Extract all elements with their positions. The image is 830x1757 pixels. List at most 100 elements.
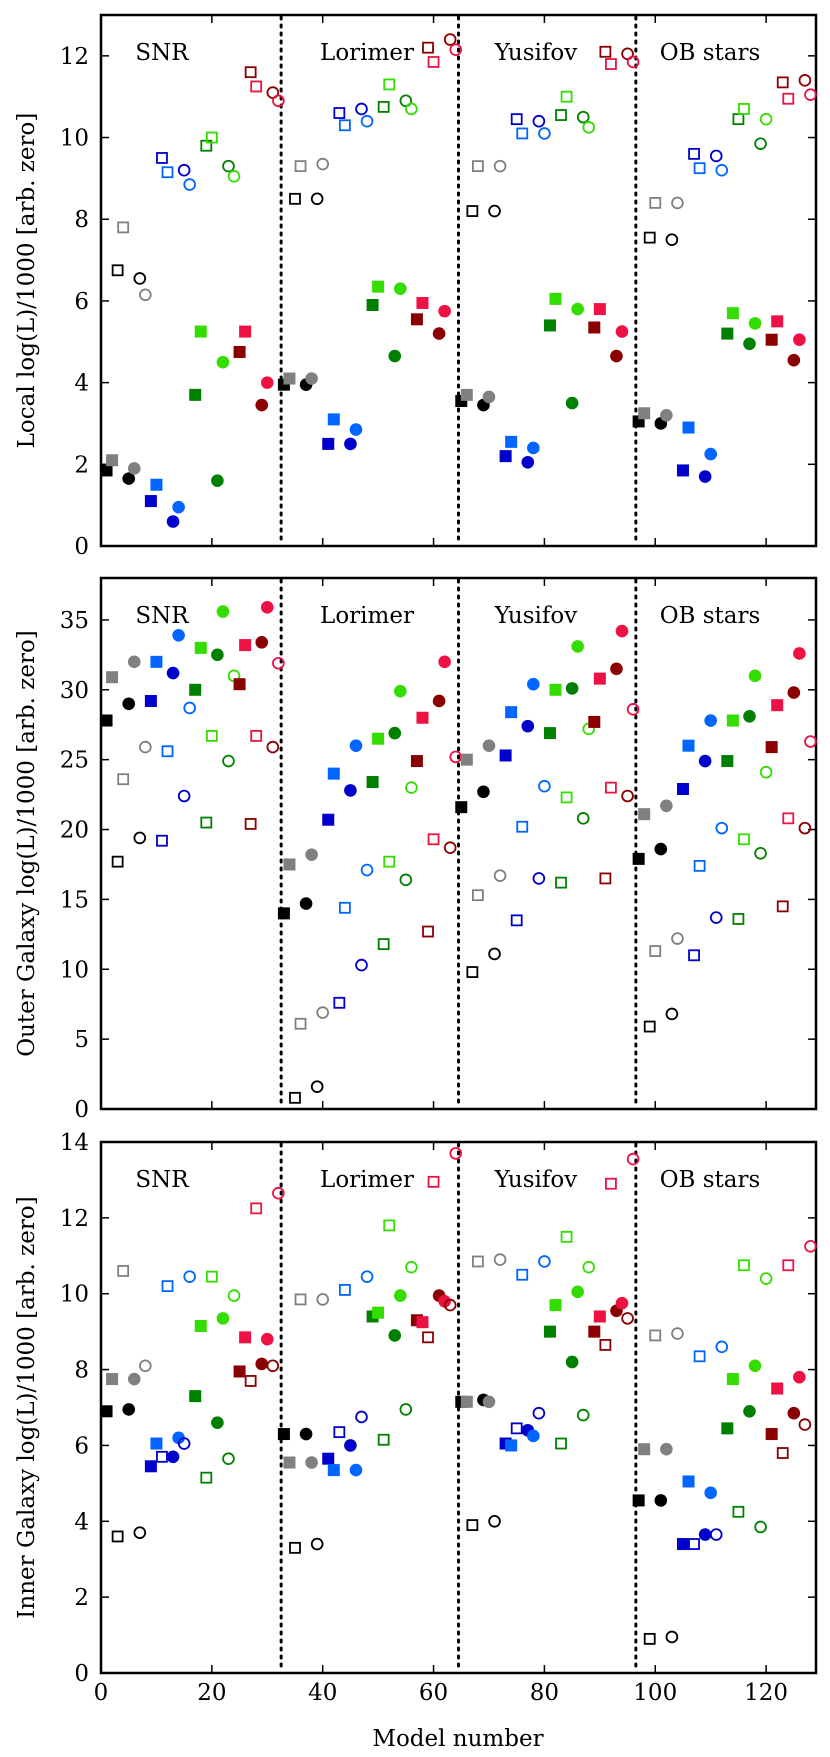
data-point <box>582 121 596 134</box>
panel-inner-galaxy: 0 20 40 60 80 100 120 0 2 4 6 8 10 12 14 SNR Lorimer Yusi… <box>14 1130 818 1706</box>
plot-frame <box>99 13 818 548</box>
data-point <box>366 776 379 789</box>
data-point <box>310 1080 324 1093</box>
data-point <box>643 1632 656 1645</box>
data-point <box>166 666 180 680</box>
x-tick-label: 60 <box>419 1680 448 1706</box>
data-point <box>599 45 612 58</box>
data-point <box>605 1177 617 1190</box>
data-point <box>605 58 617 70</box>
data-point <box>532 1406 546 1420</box>
data-point <box>310 1537 324 1551</box>
data-point <box>266 1359 280 1373</box>
data-point <box>183 701 196 715</box>
data-point <box>255 398 269 412</box>
data-point <box>106 1373 119 1386</box>
data-point <box>360 863 374 877</box>
data-point <box>671 1327 684 1340</box>
data-point <box>272 656 285 670</box>
data-point <box>682 421 695 434</box>
data-point <box>294 1293 307 1306</box>
data-point <box>527 1429 540 1443</box>
data-point <box>422 1331 434 1344</box>
data-point <box>443 1298 457 1312</box>
data-point <box>676 1538 689 1551</box>
data-point <box>211 1416 224 1429</box>
data-point <box>405 781 418 794</box>
x-tick-label: 80 <box>530 1680 559 1706</box>
data-point <box>166 515 180 528</box>
data-point <box>787 1406 801 1420</box>
y-tick-label: 25 <box>60 748 89 774</box>
data-point <box>305 372 318 385</box>
data-point <box>260 1332 274 1346</box>
data-point <box>555 109 567 121</box>
data-point <box>394 282 407 295</box>
data-point <box>704 714 717 727</box>
y-tick-label: 12 <box>60 1206 89 1232</box>
data-point <box>482 390 496 404</box>
data-point <box>698 1528 712 1541</box>
data-point <box>565 396 579 410</box>
data-point <box>161 1280 174 1293</box>
data-point <box>322 1452 335 1465</box>
data-point <box>754 137 767 150</box>
data-point <box>477 785 490 799</box>
data-point <box>177 163 191 177</box>
data-point <box>394 1289 407 1302</box>
y-tick-label: 12 <box>60 44 89 70</box>
data-point <box>161 166 174 179</box>
data-point <box>266 740 280 754</box>
data-point <box>255 1357 269 1371</box>
data-point <box>355 1410 368 1424</box>
data-point <box>638 1443 651 1456</box>
data-point <box>294 160 307 173</box>
data-point <box>100 714 113 727</box>
data-point <box>798 821 812 835</box>
data-point <box>416 296 429 309</box>
data-point <box>360 114 374 128</box>
data-point <box>250 730 263 742</box>
data-point <box>510 914 523 927</box>
data-point <box>227 170 241 183</box>
data-point <box>471 889 484 902</box>
data-point <box>499 450 512 463</box>
data-point <box>555 1437 567 1450</box>
data-point <box>471 1255 484 1268</box>
data-point <box>150 478 163 491</box>
data-point <box>527 441 540 455</box>
group-label: Lorimer <box>320 40 414 66</box>
data-point <box>432 694 446 708</box>
group-label: Lorimer <box>320 1167 414 1193</box>
data-point <box>643 1020 656 1033</box>
data-point <box>144 495 157 508</box>
data-point <box>660 408 673 422</box>
data-point <box>798 1418 812 1431</box>
data-point <box>615 1296 629 1310</box>
data-point <box>250 80 263 93</box>
data-point <box>194 641 207 654</box>
data-point <box>804 1240 817 1253</box>
x-tick-label: 20 <box>197 1680 226 1706</box>
data-point <box>222 754 235 768</box>
data-point <box>765 1428 778 1441</box>
data-point <box>289 192 301 205</box>
data-point <box>688 1538 700 1550</box>
data-point <box>649 945 662 957</box>
data-point <box>804 88 817 101</box>
data-point <box>172 628 185 642</box>
data-point <box>732 913 745 925</box>
data-point <box>449 43 463 57</box>
data-point <box>521 719 535 733</box>
data-point <box>333 996 346 1009</box>
data-point <box>782 812 795 825</box>
data-point <box>571 302 584 316</box>
data-point <box>493 869 507 882</box>
data-point <box>194 325 207 338</box>
data-point <box>527 677 540 691</box>
data-point <box>743 337 756 351</box>
data-point <box>743 1404 756 1418</box>
y-tick-label: 6 <box>74 289 89 315</box>
data-point <box>205 1270 218 1283</box>
y-tick-label: 4 <box>74 1509 89 1535</box>
